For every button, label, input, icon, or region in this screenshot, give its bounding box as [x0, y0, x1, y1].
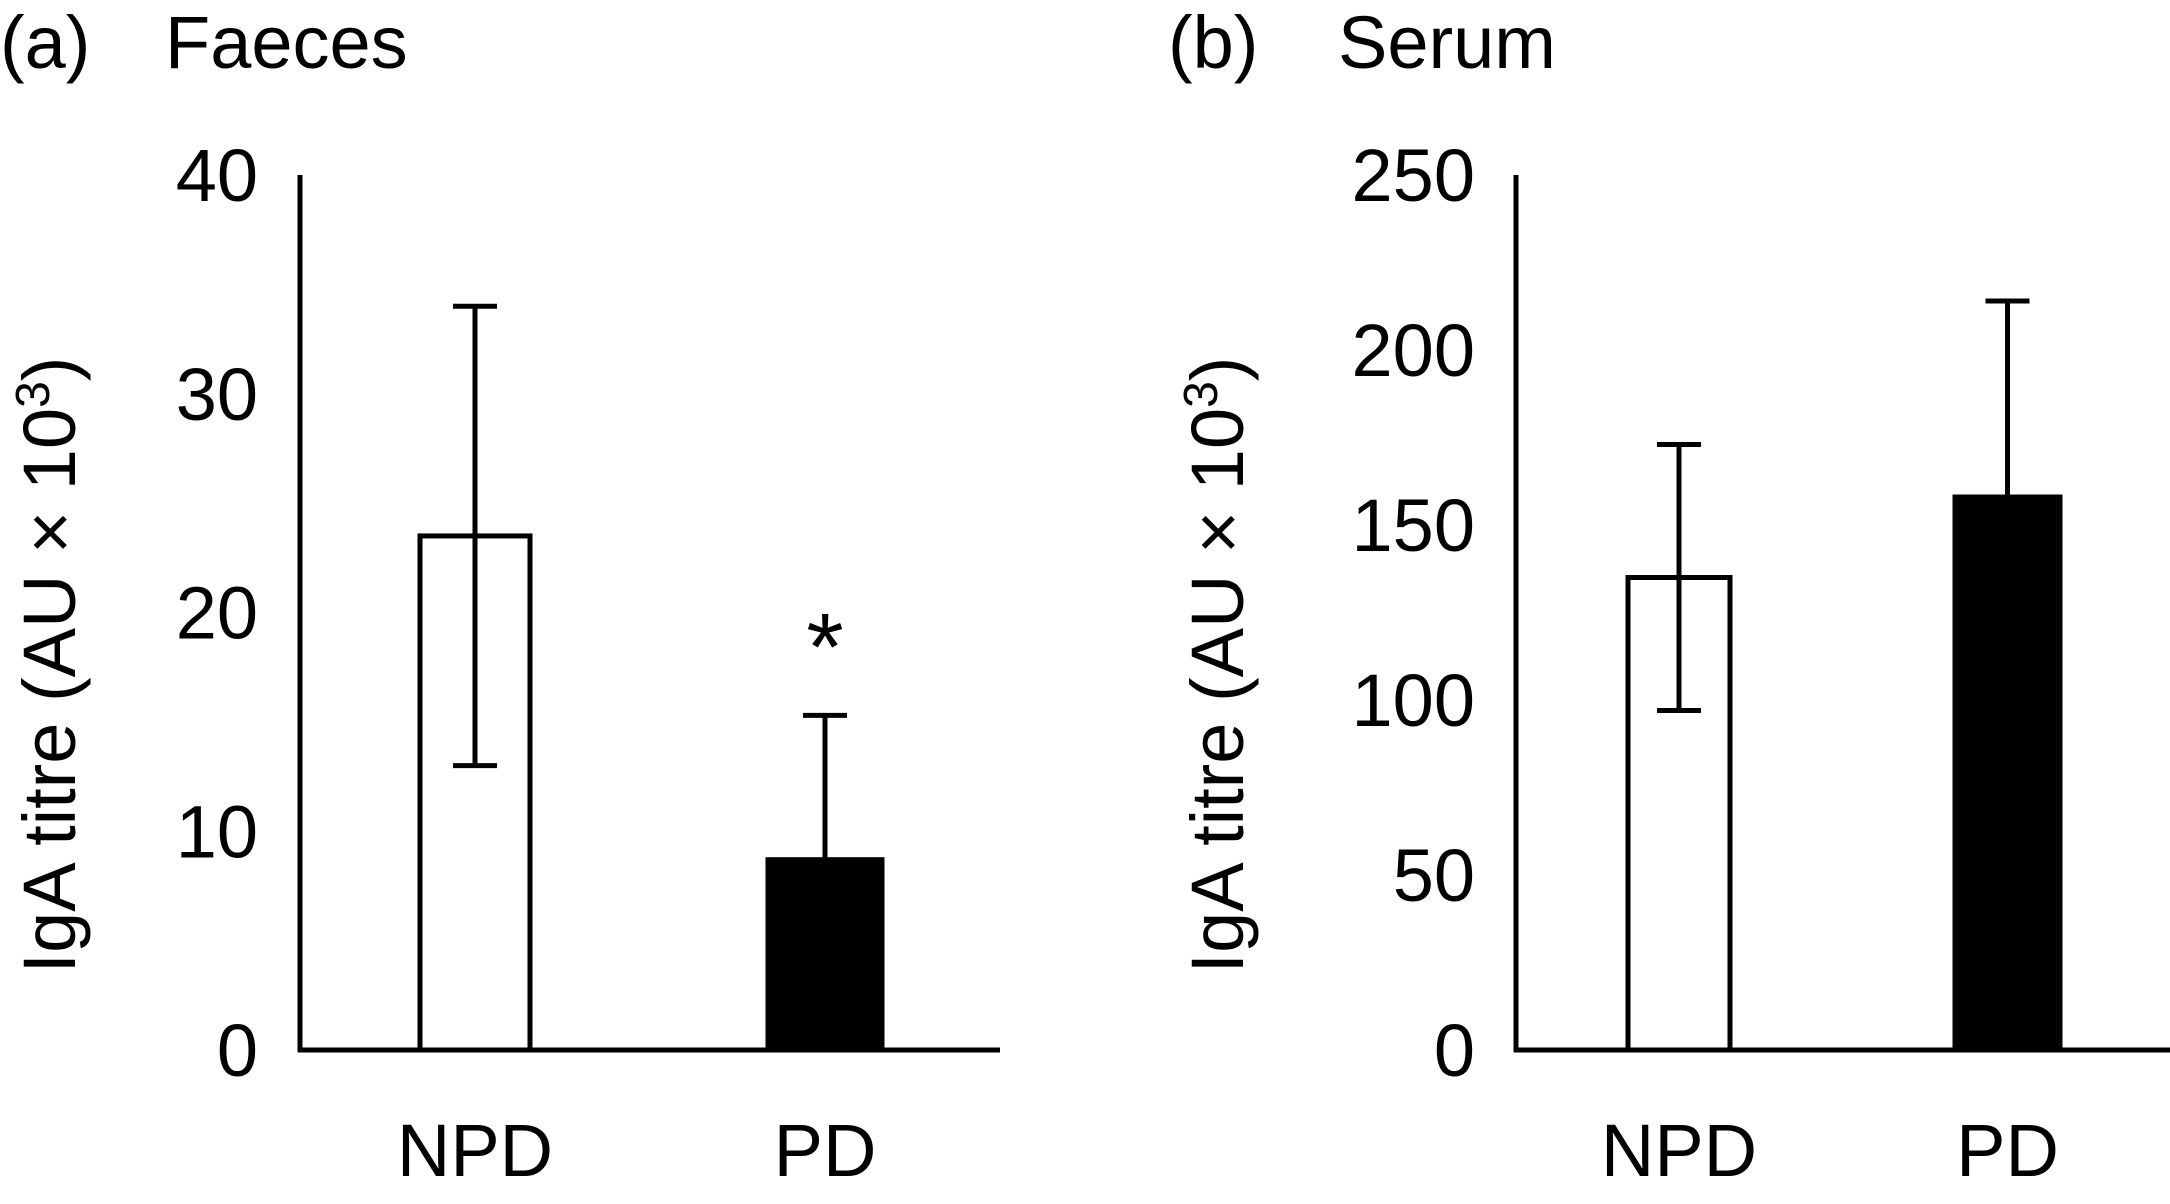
y-axis-title: IgA titre (AU × 103): [1175, 357, 1259, 974]
y-tick-label: 250: [1352, 134, 1475, 217]
y-axis-title-close: ): [1176, 357, 1259, 382]
y-axis-title-superscript: 3: [1175, 381, 1228, 408]
bar-pd: [1952, 494, 2063, 1053]
panel-label: (a): [0, 1, 90, 84]
y-axis-title-superscript: 3: [7, 381, 60, 408]
y-tick-label: 150: [1352, 484, 1475, 567]
error-bar-npd: [1657, 442, 1701, 713]
y-axis-title-text: IgA titre (AU × 10: [8, 408, 91, 974]
y-tick-label: 10: [176, 790, 258, 873]
y-tick-label: 50: [1393, 834, 1475, 917]
error-bar-npd: [453, 303, 497, 769]
significance-asterisk: *: [806, 594, 843, 701]
chart-panel-a: (a) Faeces IgA titre (AU × 103) 0 10 20 30 40 NP…: [0, 1, 1000, 1192]
y-tick-label: 40: [176, 134, 258, 217]
x-category-label: PD: [1956, 1109, 2059, 1192]
y-tick-label: 100: [1352, 659, 1475, 742]
chart-panel-b: (b) Serum IgA titre (AU × 103) 0 50 100 150 200…: [1168, 1, 2170, 1192]
x-category-label: NPD: [1601, 1109, 1757, 1192]
panel-label: (b): [1168, 1, 1258, 84]
chart-title: Serum: [1338, 1, 1556, 84]
y-tick-label: 30: [176, 353, 258, 436]
error-bar-pd: [1985, 298, 2030, 497]
y-tick-label: 200: [1352, 309, 1475, 392]
y-tick-label: 0: [217, 1009, 258, 1092]
y-axis-title-close: ): [8, 357, 91, 382]
y-axis-title-text: IgA titre (AU × 10: [1176, 408, 1259, 974]
y-tick-label: 0: [1434, 1009, 1475, 1092]
error-bar-pd: [803, 712, 847, 1007]
x-category-label: PD: [774, 1109, 877, 1192]
y-axis-title: IgA titre (AU × 103): [7, 357, 91, 974]
x-category-label: NPD: [397, 1109, 553, 1192]
y-tick-label: 20: [176, 572, 258, 655]
chart-title: Faeces: [165, 1, 408, 84]
